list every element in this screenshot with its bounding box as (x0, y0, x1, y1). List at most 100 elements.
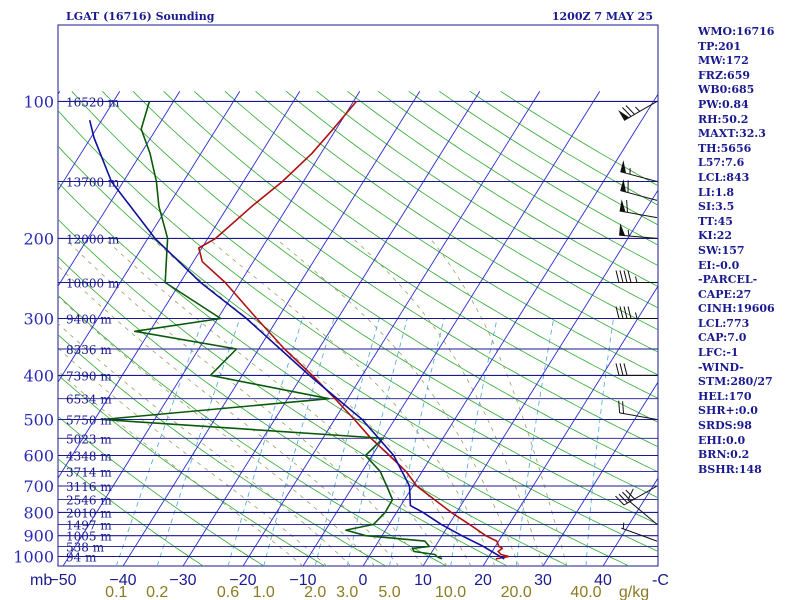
isotherm (58, 91, 181, 287)
pressure-tick-label: 1000 (13, 548, 54, 567)
height-label: 2546 m (66, 494, 112, 508)
temperature-tick-label: −10 (289, 572, 316, 589)
mixing-ratio-unit-label: g/kg (619, 584, 649, 600)
observation-time: 1200Z 7 MAY 25 (552, 10, 653, 23)
dry-adiabat (58, 294, 447, 566)
height-label: 3116 m (66, 480, 112, 494)
height-label: 9400 m (66, 313, 112, 327)
dry-adiabat (255, 90, 658, 353)
moist-adiabat (429, 238, 568, 566)
background-grid (58, 90, 658, 566)
index-item: EI:-0.0 (698, 258, 740, 272)
temperature-unit-label: -C (652, 572, 669, 589)
index-item: BRN:0.2 (698, 448, 750, 462)
height-label: 94 m (66, 551, 97, 565)
plot-frame (57, 24, 659, 567)
dry-adiabat (71, 91, 658, 499)
mixing-ratio-line (450, 318, 498, 566)
temperature-tick-label: 20 (474, 572, 492, 589)
wind-barb (619, 223, 658, 239)
height-label: 6534 m (66, 393, 112, 407)
height-label: 13700 m (66, 176, 120, 190)
index-item: WMO:16716 (698, 25, 775, 38)
height-label: 10600 m (66, 277, 120, 291)
wind-barb (620, 160, 658, 182)
index-item: FRZ:659 (698, 68, 751, 82)
mixing-ratio-label: 40.0 (570, 584, 601, 600)
moist-adiabat (352, 238, 544, 566)
index-item: -WIND- (698, 360, 744, 374)
index-item: SW:157 (698, 243, 745, 257)
dewpoint-trace (101, 101, 443, 560)
isotherm (302, 91, 601, 566)
isotherm (602, 477, 658, 566)
mixing-ratio-line (115, 318, 204, 566)
wind-barb (618, 100, 658, 121)
height-label: 7390 m (66, 369, 112, 383)
index-item: -PARCEL- (698, 273, 758, 287)
moist-adiabat (58, 347, 328, 566)
dry-adiabat (285, 90, 658, 331)
height-label: 1005 m (66, 530, 112, 544)
pressure-tick-label: 100 (23, 92, 54, 111)
isotherm (482, 285, 658, 566)
mixing-ratio-label: 5.0 (378, 584, 400, 600)
temperature-tick-label: −20 (229, 572, 256, 589)
index-item: TH:5656 (698, 141, 752, 155)
stability-indices-panel: WMO:16716 TP:201 MW:172 FRZ:659 WB0:685 PW:0.… (698, 25, 775, 477)
wind-barb (615, 306, 657, 319)
index-item: SRDS:98 (698, 419, 752, 433)
index-item: CAPE:27 (698, 287, 752, 301)
index-item: LFC:-1 (698, 346, 739, 360)
isotherm (62, 91, 361, 566)
isotherm (422, 189, 658, 566)
dry-adiabat (347, 90, 658, 287)
temperature-tick-label: 30 (534, 572, 552, 589)
height-label: 16520 m (66, 95, 120, 109)
wind-barb (615, 270, 657, 283)
mixing-ratio-label: 3.0 (336, 584, 358, 600)
isotherm (58, 91, 241, 383)
wind-barb (627, 488, 658, 525)
index-item: SHR+:0.0 (698, 404, 758, 418)
pressure-tick-label: 200 (23, 229, 54, 248)
pressure-tick-label: 600 (23, 447, 54, 466)
wind-barb (618, 400, 658, 420)
isotherm (122, 91, 421, 566)
moist-adiabat (58, 370, 304, 566)
mixing-ratio-label: 2.0 (304, 584, 326, 600)
index-item: BSHR:148 (698, 462, 762, 476)
mixing-ratio-line (515, 318, 555, 566)
wind-barb (620, 179, 658, 201)
index-item: LCL:773 (698, 316, 750, 330)
isotherm (242, 91, 541, 566)
sounding-traces (88, 100, 510, 560)
height-label: 1497 m (66, 518, 112, 532)
moist-adiabat (64, 238, 424, 566)
index-item: CINH:19606 (698, 302, 775, 316)
pressure-tick-label: 900 (23, 527, 54, 546)
moist-adiabat (58, 265, 400, 566)
pressure-tick-label: 500 (23, 411, 54, 430)
index-item: MAXT:32.3 (698, 127, 766, 141)
height-label: 5023 m (66, 432, 112, 446)
mixing-ratio-label: 0.2 (146, 584, 168, 600)
index-item: WB0:685 (698, 83, 755, 97)
mixing-ratio-label: 1.0 (253, 584, 275, 600)
isotherm (362, 93, 658, 566)
moist-adiabat (58, 295, 376, 566)
mixing-ratio-label: 0.6 (217, 584, 239, 600)
mixing-ratio-label: 20.0 (501, 584, 532, 600)
height-label: 4348 m (66, 450, 112, 464)
pressure-tick-label: 300 (23, 310, 54, 329)
index-item: HEL:170 (698, 389, 752, 403)
dry-adiabat (102, 91, 658, 473)
height-label: 538 m (66, 540, 105, 554)
pressure-tick-label: 800 (23, 503, 54, 522)
height-label: 12000 m (66, 232, 120, 246)
index-item: KI:22 (698, 229, 733, 243)
mixing-ratio-line (263, 318, 335, 566)
mixing-ratio-label: 10.0 (435, 584, 466, 600)
